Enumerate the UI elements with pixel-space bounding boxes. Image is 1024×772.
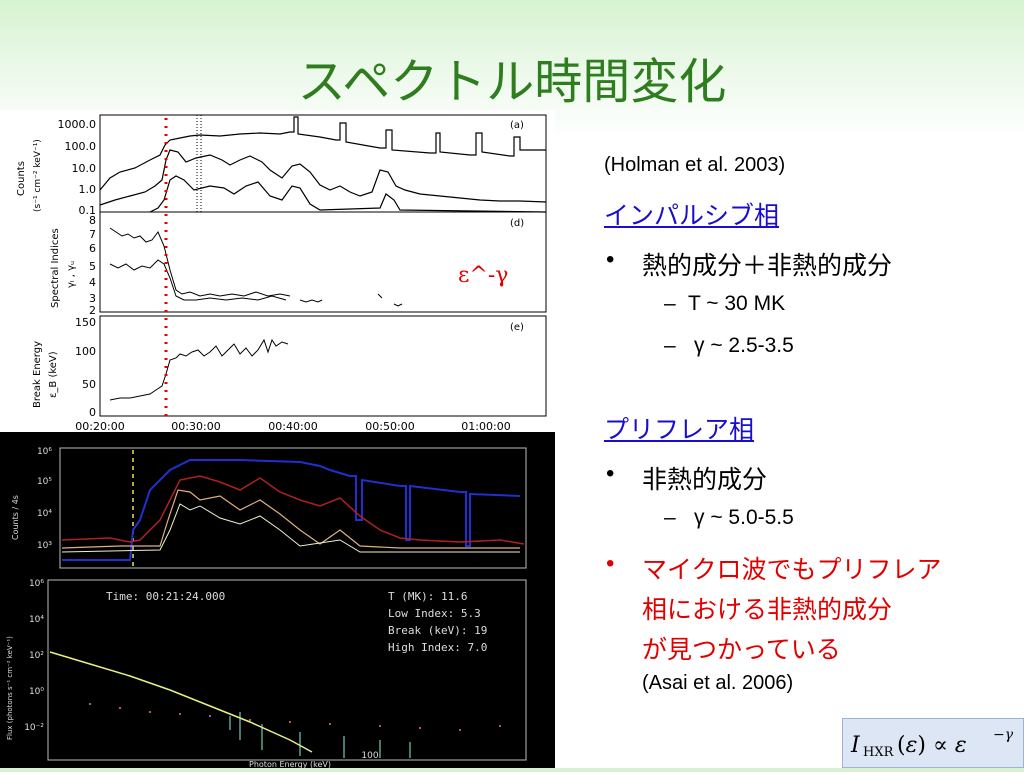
lightcurve-panel: 10⁶ 10⁵ 10⁴ 10³ Counts / 4s: [11, 447, 527, 569]
impulsive-gamma: γ ~ 2.5-3.5: [694, 334, 794, 357]
svg-text:I: I: [850, 733, 861, 758]
lc-white: [61, 503, 520, 553]
gamma-lower-curve: [109, 259, 287, 301]
panel-e-ytick: 0: [89, 406, 96, 419]
panel-d-ytick: 3: [89, 292, 96, 305]
panel-e: 150 100 50 0 (e) Break Energy ε_B (keV): [32, 315, 547, 419]
bottom-figure-bg: [0, 432, 555, 768]
lc-ytick: 10⁴: [37, 509, 52, 519]
panel-a-label: (a): [510, 120, 524, 131]
panel-d-label: (d): [510, 218, 524, 229]
panel-e-label: (e): [510, 322, 524, 333]
spec-ytick: 10⁶: [29, 579, 44, 589]
spec-param: Low Index: 5.3: [388, 607, 481, 620]
panel-d-ytick: 8: [89, 214, 96, 227]
power-law-annotation: ε^-γ: [458, 263, 508, 288]
panel-d-ytick: 4: [89, 276, 96, 289]
impulsive-bullet: 熱的成分＋非熱的成分: [642, 251, 893, 280]
panel-a-ytick: 0.1: [79, 204, 97, 217]
curve-high-counts: [99, 116, 546, 191]
panel-d-ytick: 2: [89, 304, 96, 317]
svg-text:−γ: −γ: [993, 727, 1014, 743]
dash-marker: –: [664, 334, 676, 357]
dash-marker: –: [664, 292, 676, 315]
spec-xlabel: Photon Energy (keV): [249, 760, 331, 768]
panel-d-ytick: 6: [89, 242, 96, 255]
panel-d: 8 7 6 5 4 3 2 (d) Spectral Indices γₗ , …: [50, 211, 547, 317]
panel-d-ylabel: Spectral Indices: [50, 228, 61, 308]
panel-e-ytick: 150: [75, 316, 96, 329]
break-energy-curve: [109, 338, 289, 401]
figure-composite: 1000.0 100.0 10.0 1.0 0.1 (a) Counts (s⁻…: [0, 110, 555, 768]
formula: I HXR (ε) ∝ ε −γ: [850, 727, 1014, 760]
microwave-note-line2: 相における非熱的成分: [642, 595, 893, 624]
spec-ytick: 10⁻²: [24, 723, 44, 733]
panel-a-ylabel: Counts: [16, 161, 27, 196]
panel-a-ytick: 100.0: [65, 140, 97, 153]
spec-param: High Index: 7.0: [388, 641, 487, 654]
panel-a-ylabel-units: (s⁻¹ cm⁻² keV⁻¹): [33, 139, 43, 212]
bullet-marker: •: [606, 246, 615, 273]
panel-a-ytick: 10.0: [72, 162, 97, 175]
impulsive-phase-heading[interactable]: インパルシブ相: [604, 201, 780, 230]
spectrum-points-red: [89, 703, 501, 731]
xtick: 00:40:00: [268, 420, 317, 433]
xtick: 00:30:00: [171, 420, 220, 433]
curve-low-counts: [149, 175, 547, 213]
time-axis: 00:20:00 00:30:00 00:40:00 00:50:00 01:0…: [75, 420, 510, 433]
bullet-marker: •: [606, 550, 615, 577]
microwave-note-line1: マイクロ波でもプリフレア: [642, 555, 942, 584]
preflare-phase-heading[interactable]: プリフレア相: [604, 415, 755, 444]
spec-param: Break (keV): 19: [388, 624, 487, 637]
panel-d-ytick: 5: [89, 260, 96, 273]
preflare-bullet: 非熱的成分: [642, 465, 768, 494]
panel-d-ytick: 7: [89, 228, 96, 241]
preflare-gamma: γ ~ 5.0-5.5: [694, 506, 794, 529]
spectrum-panel: 10⁶ 10⁴ 10² 10⁰ 10⁻² Flux (photons s⁻¹ c…: [6, 579, 527, 768]
spectrum-fit: [49, 651, 313, 753]
spec-ytick: 10⁰: [29, 687, 44, 697]
dash-marker: –: [664, 506, 676, 529]
lc-blue: [62, 459, 521, 561]
panel-a: 1000.0 100.0 10.0 1.0 0.1 (a) Counts (s⁻…: [16, 114, 547, 217]
lc-ylabel: Counts / 4s: [11, 495, 20, 540]
panel-e-ylabel: Break Energy: [32, 341, 43, 408]
panel-e-ytick: 50: [82, 378, 96, 391]
lc-ytick: 10⁶: [37, 447, 52, 457]
xtick: 01:00:00: [461, 420, 510, 433]
panel-e-ytick: 100: [75, 345, 96, 358]
lc-red: [61, 475, 525, 545]
microwave-note-line3: が見つかっている: [642, 635, 841, 664]
xtick: 00:50:00: [365, 420, 414, 433]
svg-text:HXR: HXR: [863, 745, 895, 760]
formula-box: I HXR (ε) ∝ ε −γ: [842, 718, 1024, 768]
curve-mid-counts: [99, 149, 547, 206]
spectrum-points-cyan: [229, 712, 411, 758]
spec-param: T (MK): 11.6: [388, 590, 467, 603]
spec-ylabel: Flux (photons s⁻¹ cm⁻² keV⁻¹): [6, 636, 14, 740]
lc-orange: [61, 489, 520, 549]
spec-time: Time: 00:21:24.000: [106, 590, 225, 603]
lc-ytick: 10⁵: [37, 477, 52, 487]
bullet-marker: •: [606, 460, 615, 487]
spec-ytick: 10²: [29, 651, 44, 661]
gamma-upper-curve: [109, 227, 291, 297]
spec-ytick: 10⁴: [29, 615, 44, 625]
impulsive-temperature: T ~ 30 MK: [688, 292, 786, 315]
panel-d-ylabel2: γₗ , γᵤ: [66, 261, 77, 288]
xtick: 00:20:00: [75, 420, 124, 433]
slide-title: スペクトル時間変化: [297, 54, 727, 110]
svg-text:(ε) ∝ ε: (ε) ∝ ε: [897, 733, 967, 758]
panel-e-ylabel2: ε_B (keV): [48, 351, 59, 398]
spec-xtick: 100: [361, 751, 378, 761]
citation-asai: (Asai et al. 2006): [642, 672, 794, 694]
panel-a-ytick: 1000.0: [58, 118, 97, 131]
lc-ytick: 10³: [37, 541, 52, 551]
citation-holman: (Holman et al. 2003): [604, 154, 786, 176]
panel-a-ytick: 1.0: [79, 183, 97, 196]
